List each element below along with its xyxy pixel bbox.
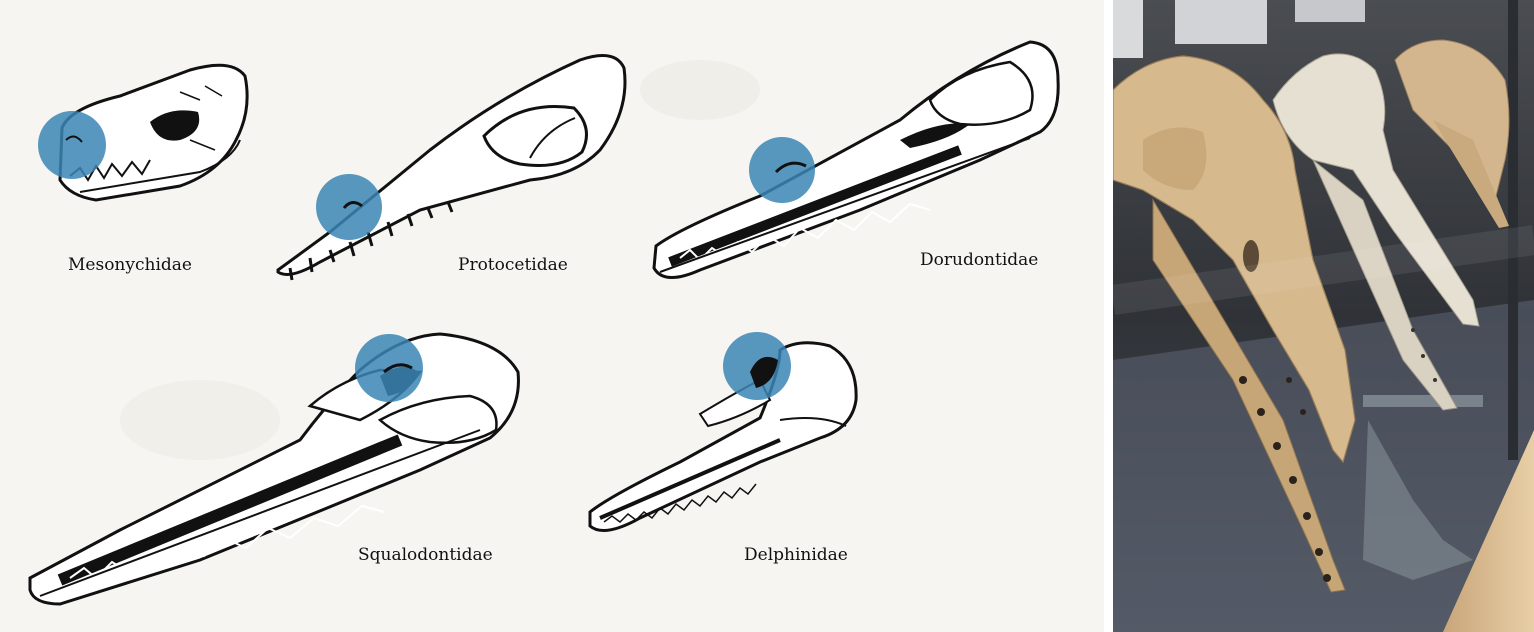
- skull-evolution-illustration: Mesonychidae Protocetidae Dorudontidae S…: [0, 0, 1104, 632]
- skull-specimen-icon: [1272, 53, 1480, 411]
- skull-specimen-icon: [1394, 39, 1510, 228]
- protocetidae-skull-icon: [276, 54, 627, 281]
- dorudontidae-skull-icon: [652, 40, 1060, 279]
- delphinidae-skull-icon: [588, 332, 858, 532]
- label-dorudontidae: Dorudontidae: [920, 250, 1039, 270]
- label-squalodontidae: Squalodontidae: [358, 545, 493, 565]
- label-delphinidae: Delphinidae: [744, 545, 848, 565]
- label-mesonychidae: Mesonychidae: [68, 255, 192, 275]
- display-case-icon: [1113, 0, 1534, 632]
- skull-drawings: [28, 40, 1060, 606]
- label-protocetidae: Protocetidae: [458, 255, 568, 275]
- squalodontidae-skull-icon: [28, 332, 520, 606]
- skull-specimen-icon: [1113, 55, 1356, 593]
- mesonychidae-skull-icon: [38, 63, 249, 202]
- museum-display-photo: [1113, 0, 1534, 632]
